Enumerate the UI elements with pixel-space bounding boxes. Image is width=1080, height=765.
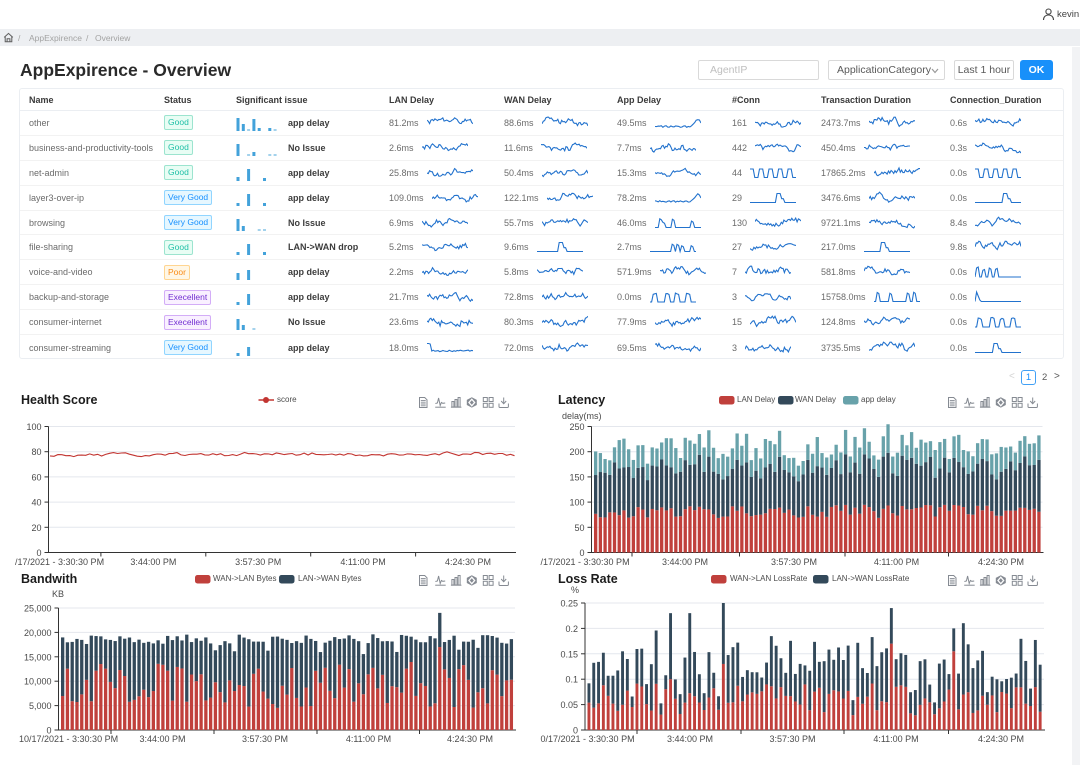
svg-text:4:24:30 PM: 4:24:30 PM (445, 557, 491, 567)
svg-text:0.1: 0.1 (565, 675, 578, 685)
svg-text:3:57:30 PM: 3:57:30 PM (769, 734, 815, 744)
svg-text:3:44:00 PM: 3:44:00 PM (130, 557, 176, 567)
svg-text:KB: KB (52, 589, 64, 599)
svg-text:5,000: 5,000 (29, 701, 52, 711)
svg-text:0: 0 (46, 726, 51, 736)
svg-text:50: 50 (574, 523, 584, 533)
svg-text:3:57:30 PM: 3:57:30 PM (771, 557, 817, 567)
svg-text:delay(ms): delay(ms) (562, 411, 602, 421)
svg-text:4:11:00 PM: 4:11:00 PM (346, 734, 391, 744)
svg-text:3:57:30 PM: 3:57:30 PM (235, 557, 281, 567)
svg-text:100: 100 (26, 422, 41, 432)
svg-text:4:11:00 PM: 4:11:00 PM (874, 557, 919, 567)
svg-text:4:11:00 PM: 4:11:00 PM (340, 557, 385, 567)
svg-text:0.15: 0.15 (560, 649, 578, 659)
svg-text:0: 0 (573, 726, 578, 736)
svg-text:4:11:00 PM: 4:11:00 PM (873, 734, 918, 744)
svg-text:20,000: 20,000 (24, 628, 52, 638)
svg-text:4:24:30 PM: 4:24:30 PM (447, 734, 493, 744)
svg-text:/17/2021 - 3:30:30 PM: /17/2021 - 3:30:30 PM (15, 557, 104, 567)
svg-text:200: 200 (569, 447, 584, 457)
svg-text:3:44:00 PM: 3:44:00 PM (139, 734, 185, 744)
svg-text:4:24:30 PM: 4:24:30 PM (978, 734, 1024, 744)
svg-text:3:44:00 PM: 3:44:00 PM (667, 734, 713, 744)
svg-text:4:24:30 PM: 4:24:30 PM (978, 557, 1024, 567)
svg-text:0/17/2021 - 3:30:30 PM: 0/17/2021 - 3:30:30 PM (541, 734, 635, 744)
svg-text:10,000: 10,000 (24, 677, 52, 687)
svg-text:3:44:00 PM: 3:44:00 PM (662, 557, 708, 567)
svg-text:10/17/2021 - 3:30:30 PM: 10/17/2021 - 3:30:30 PM (19, 734, 118, 744)
svg-text:0.25: 0.25 (560, 599, 578, 609)
svg-text:/17/2021 - 3:30:30 PM: /17/2021 - 3:30:30 PM (541, 557, 630, 567)
svg-text:40: 40 (31, 498, 41, 508)
svg-text:60: 60 (31, 472, 41, 482)
svg-text:250: 250 (569, 422, 584, 432)
svg-text:0: 0 (579, 548, 584, 558)
svg-text:3:57:30 PM: 3:57:30 PM (242, 734, 288, 744)
svg-text:150: 150 (569, 472, 584, 482)
svg-text:15,000: 15,000 (24, 652, 52, 662)
svg-text:80: 80 (31, 447, 41, 457)
svg-text:0: 0 (36, 548, 41, 558)
svg-text:0.2: 0.2 (565, 624, 578, 634)
svg-text:0.05: 0.05 (560, 700, 578, 710)
svg-text:25,000: 25,000 (24, 604, 52, 614)
svg-text:20: 20 (31, 523, 41, 533)
svg-text:100: 100 (569, 498, 584, 508)
svg-text:%: % (571, 585, 579, 595)
